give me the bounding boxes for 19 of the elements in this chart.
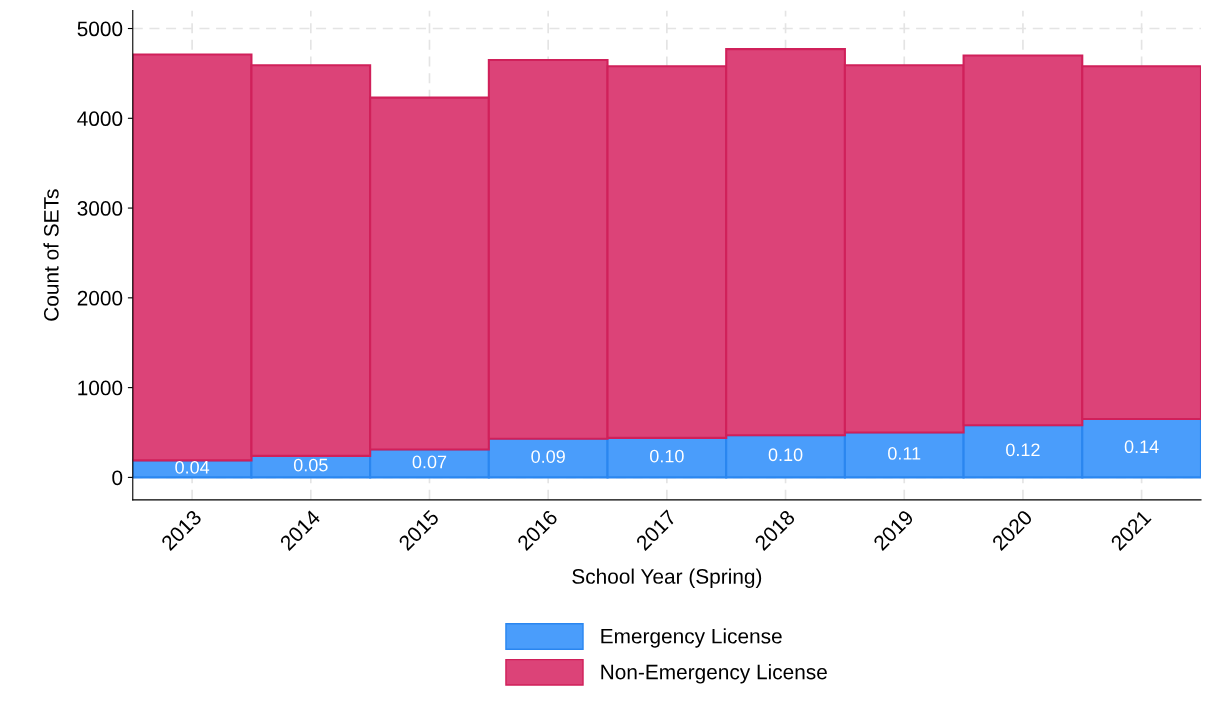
y-tick-label: 3000 <box>77 201 123 216</box>
annotation: 0.14 <box>1124 440 1159 454</box>
y-tick-label: 4000 <box>77 111 123 127</box>
y-tick-label: 5000 <box>77 21 123 37</box>
annotation: 0.10 <box>650 449 684 463</box>
legend-label: Emergency License <box>601 628 782 648</box>
annotation: 0.04 <box>175 460 210 474</box>
annotation: 0.05 <box>293 458 328 472</box>
y-tick-label: 2000 <box>77 290 123 306</box>
annotation: 0.09 <box>531 450 565 463</box>
y-axis-title: Count of SETs <box>43 189 59 321</box>
y-tick-label: 1000 <box>78 380 123 396</box>
y-tick-label: 0 <box>112 470 123 486</box>
annotation: 0.11 <box>888 447 921 460</box>
x-axis-title: School Year (Spring) <box>572 568 762 588</box>
annotation: 0.07 <box>412 455 447 469</box>
legend-label: Non-Emergency License <box>601 664 827 684</box>
annotation: 0.10 <box>768 448 803 462</box>
annotation: 0.12 <box>1006 443 1040 457</box>
